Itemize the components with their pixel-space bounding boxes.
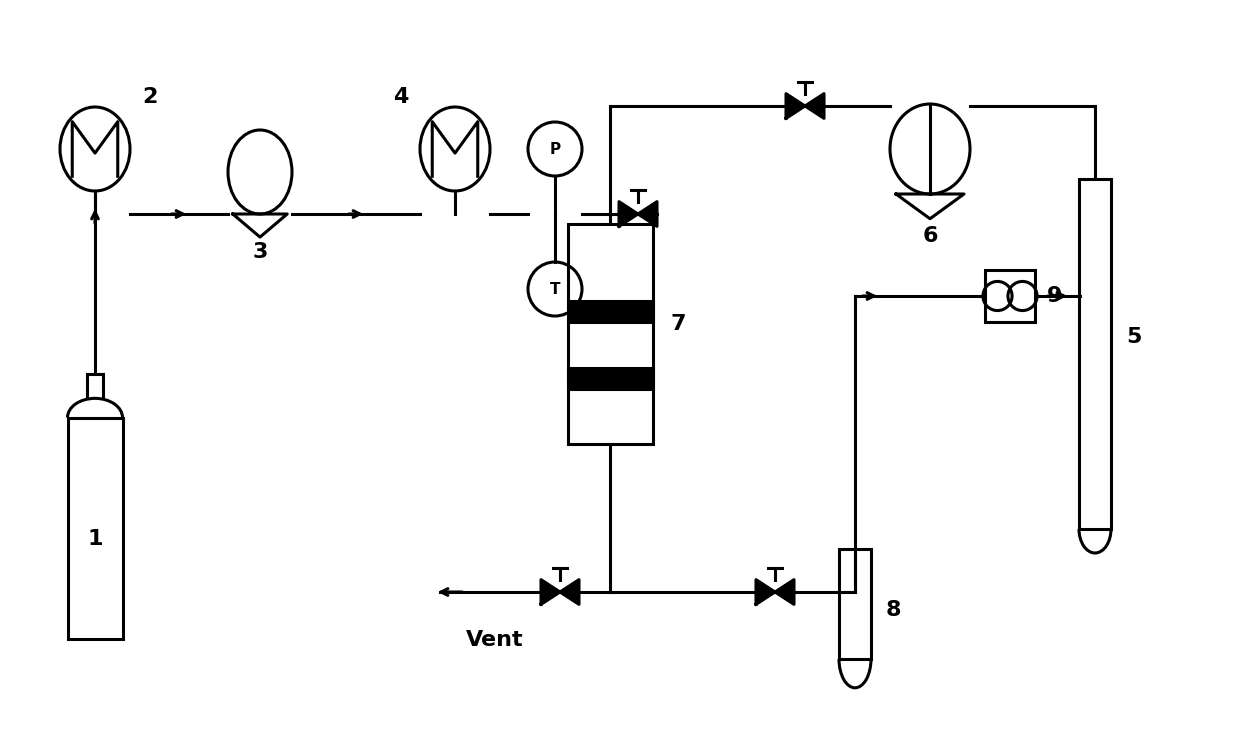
Bar bbox=[1079, 179, 1111, 529]
Polygon shape bbox=[619, 202, 639, 226]
Text: T: T bbox=[549, 281, 560, 297]
Bar bbox=[568, 224, 652, 444]
Polygon shape bbox=[541, 580, 560, 604]
Text: 1: 1 bbox=[87, 530, 103, 549]
Polygon shape bbox=[775, 580, 794, 604]
Text: 6: 6 bbox=[923, 226, 937, 246]
Text: 3: 3 bbox=[252, 242, 268, 262]
Polygon shape bbox=[805, 94, 825, 118]
Text: 7: 7 bbox=[671, 314, 686, 334]
Text: Vent: Vent bbox=[466, 630, 523, 650]
Text: 4: 4 bbox=[393, 87, 408, 107]
Text: 2: 2 bbox=[143, 87, 157, 107]
Polygon shape bbox=[639, 202, 657, 226]
Bar bbox=[985, 270, 1035, 322]
Polygon shape bbox=[756, 580, 775, 604]
Text: P: P bbox=[549, 141, 560, 156]
Text: 9: 9 bbox=[1047, 286, 1063, 306]
Text: 5: 5 bbox=[1126, 327, 1141, 347]
Bar bbox=[67, 417, 123, 639]
Text: 8: 8 bbox=[887, 600, 901, 620]
Polygon shape bbox=[786, 94, 805, 118]
Polygon shape bbox=[560, 580, 579, 604]
Bar bbox=[568, 301, 652, 322]
Bar bbox=[568, 368, 652, 389]
Bar bbox=[839, 549, 870, 659]
